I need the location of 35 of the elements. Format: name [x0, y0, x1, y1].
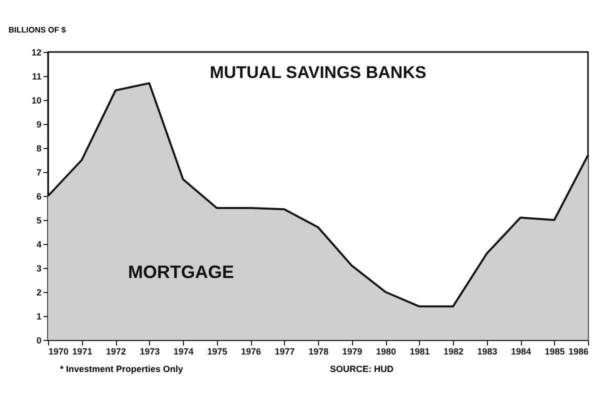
y-tick-label: 8: [36, 144, 42, 154]
x-tick-label: 1981: [410, 346, 430, 356]
y-tick-label: 1: [36, 312, 42, 322]
x-tick-label: 1971: [72, 346, 92, 356]
x-tick-label: 1984: [510, 346, 532, 356]
x-tick-label: 1974: [173, 346, 194, 356]
text: * Investment Properties Only: [60, 364, 184, 374]
y-tick-label: 12: [31, 48, 42, 58]
source-note: SOURCE: HUD: [330, 364, 394, 374]
y-tick-label: 4: [36, 240, 42, 250]
x-tick-label: 1978: [308, 346, 329, 356]
y-tick-label: 6: [36, 192, 42, 202]
y-tick-label: 0: [36, 336, 42, 346]
y-tick-label: 3: [36, 264, 42, 274]
y-tick-label: 5: [36, 216, 42, 226]
x-tick-label: 1985: [544, 346, 565, 356]
x-tick-label: 1980: [376, 346, 396, 356]
x-tick-label: 1982: [443, 346, 464, 356]
x-tick-label: 1973: [140, 346, 160, 356]
y-tick-label: 9: [36, 120, 42, 130]
x-tick-label: 1979: [342, 346, 362, 356]
y-tick-label: 2: [36, 288, 42, 298]
x-tick-label: 1976: [240, 346, 262, 356]
x-tick-label: 1975: [207, 346, 228, 356]
y-tick-label: 11: [32, 72, 42, 82]
y-axis-title: BILLIONS OF $: [8, 26, 66, 34]
x-tick-label: 1977: [274, 346, 295, 356]
x-tick-label: 1983: [477, 346, 498, 356]
y-tick-label: 10: [31, 96, 42, 106]
x-tick-label: 1972: [106, 346, 126, 356]
x-tick-label: 1986: [568, 346, 588, 356]
annotation: MORTGAGE: [128, 262, 234, 282]
y-tick-label: 7: [36, 168, 42, 178]
x-tick-label: 1970: [48, 346, 69, 356]
text: MUTUAL SAVINGS BANKS: [210, 63, 426, 82]
